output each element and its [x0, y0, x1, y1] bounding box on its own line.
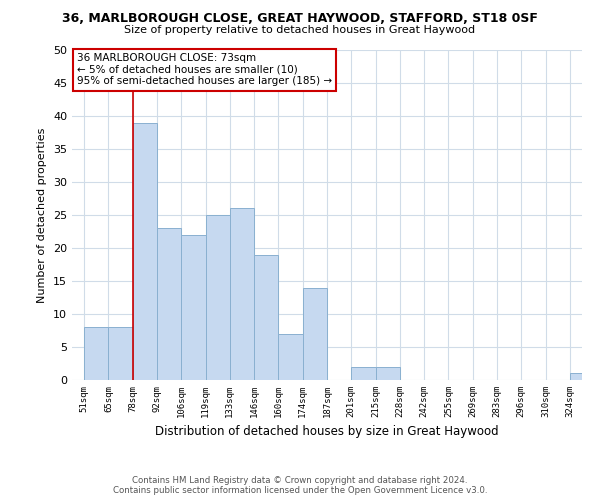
- Bar: [206, 215, 230, 380]
- Bar: [351, 367, 376, 380]
- Bar: [254, 254, 278, 380]
- Bar: [278, 334, 303, 380]
- Bar: [157, 228, 181, 380]
- Bar: [303, 288, 327, 380]
- Text: Size of property relative to detached houses in Great Haywood: Size of property relative to detached ho…: [124, 25, 476, 35]
- Bar: [376, 367, 400, 380]
- Bar: [181, 235, 206, 380]
- Bar: [570, 374, 594, 380]
- Bar: [84, 327, 109, 380]
- Y-axis label: Number of detached properties: Number of detached properties: [37, 128, 47, 302]
- X-axis label: Distribution of detached houses by size in Great Haywood: Distribution of detached houses by size …: [155, 426, 499, 438]
- Text: Contains HM Land Registry data © Crown copyright and database right 2024.
Contai: Contains HM Land Registry data © Crown c…: [113, 476, 487, 495]
- Bar: [109, 327, 133, 380]
- Bar: [133, 122, 157, 380]
- Text: 36 MARLBOROUGH CLOSE: 73sqm
← 5% of detached houses are smaller (10)
95% of semi: 36 MARLBOROUGH CLOSE: 73sqm ← 5% of deta…: [77, 54, 332, 86]
- Text: 36, MARLBOROUGH CLOSE, GREAT HAYWOOD, STAFFORD, ST18 0SF: 36, MARLBOROUGH CLOSE, GREAT HAYWOOD, ST…: [62, 12, 538, 26]
- Bar: [230, 208, 254, 380]
